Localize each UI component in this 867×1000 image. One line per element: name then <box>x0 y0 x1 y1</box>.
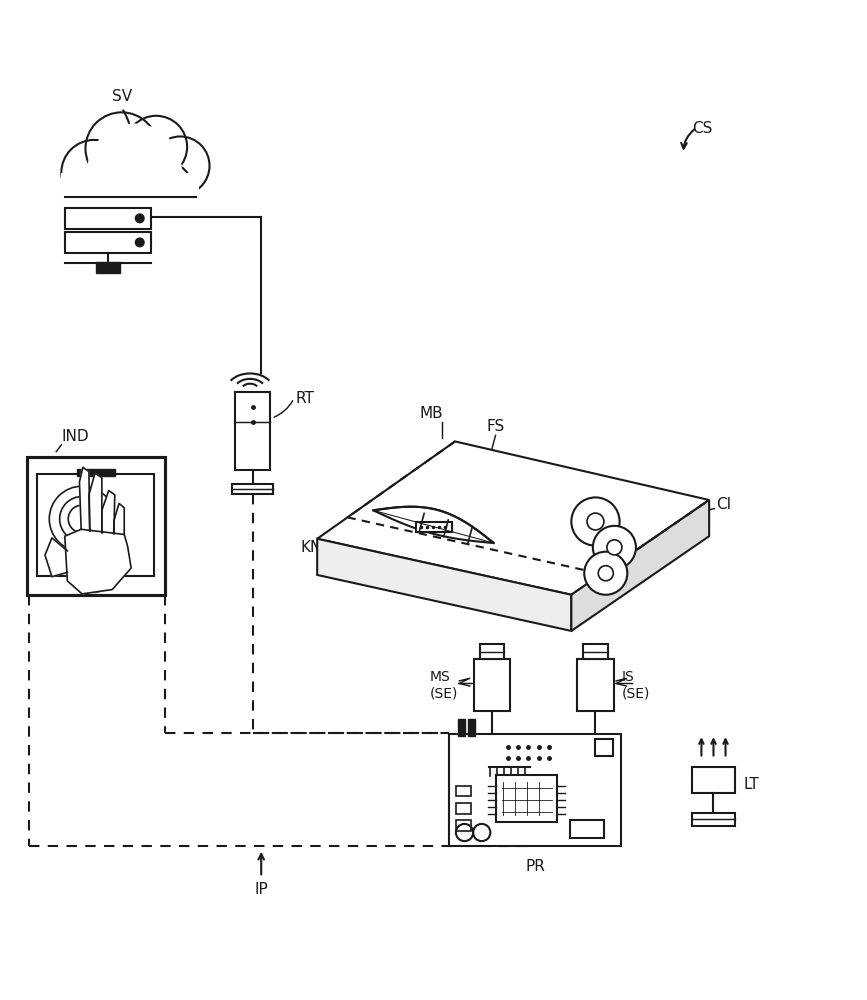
Polygon shape <box>80 467 90 531</box>
Polygon shape <box>101 491 114 534</box>
Circle shape <box>135 214 144 223</box>
Bar <box>474 659 510 711</box>
Bar <box>65 208 151 229</box>
Text: RT: RT <box>296 391 315 406</box>
Circle shape <box>140 162 192 214</box>
Polygon shape <box>65 529 131 594</box>
Circle shape <box>88 162 139 214</box>
Bar <box>77 469 114 476</box>
Bar <box>449 734 622 846</box>
Text: FS: FS <box>486 419 505 434</box>
Bar <box>231 484 273 494</box>
Circle shape <box>584 552 628 595</box>
Bar <box>416 522 453 532</box>
Polygon shape <box>45 538 68 577</box>
Text: IS: IS <box>622 670 634 684</box>
Bar <box>468 719 475 736</box>
Text: CI: CI <box>716 497 731 512</box>
Circle shape <box>125 116 187 178</box>
Circle shape <box>571 497 620 546</box>
Circle shape <box>86 112 158 185</box>
Circle shape <box>598 566 613 581</box>
Text: CS: CS <box>692 121 713 136</box>
Polygon shape <box>317 539 571 631</box>
Bar <box>235 392 270 470</box>
Bar <box>37 474 154 576</box>
Bar <box>596 739 613 756</box>
Bar <box>65 232 151 253</box>
Bar <box>96 262 120 273</box>
Bar <box>456 786 472 796</box>
Bar <box>27 457 165 595</box>
Circle shape <box>587 513 604 530</box>
Text: SV: SV <box>112 89 132 104</box>
Text: PR: PR <box>525 859 545 874</box>
Bar <box>583 644 608 659</box>
Text: (SE): (SE) <box>430 687 459 701</box>
Bar <box>692 767 735 793</box>
Text: MB: MB <box>420 406 444 421</box>
Text: IP: IP <box>254 882 268 897</box>
Bar <box>577 659 614 711</box>
Polygon shape <box>373 507 494 543</box>
Bar <box>458 719 465 736</box>
Bar <box>62 173 199 224</box>
Text: (SE): (SE) <box>622 687 649 701</box>
Polygon shape <box>89 473 101 533</box>
Bar <box>456 820 472 831</box>
Bar <box>692 813 735 826</box>
Polygon shape <box>114 503 124 534</box>
Text: KN: KN <box>300 540 322 555</box>
Circle shape <box>135 238 144 247</box>
Polygon shape <box>571 500 709 631</box>
Text: LT: LT <box>744 777 759 792</box>
Circle shape <box>593 526 636 569</box>
Bar <box>497 775 557 822</box>
Bar <box>570 820 604 838</box>
Circle shape <box>151 136 210 195</box>
Text: IND: IND <box>62 429 89 444</box>
Polygon shape <box>317 441 709 595</box>
Circle shape <box>88 124 182 218</box>
Bar <box>480 644 504 659</box>
Bar <box>456 803 472 814</box>
Text: MS: MS <box>430 670 451 684</box>
Circle shape <box>607 540 622 555</box>
Circle shape <box>62 140 127 205</box>
